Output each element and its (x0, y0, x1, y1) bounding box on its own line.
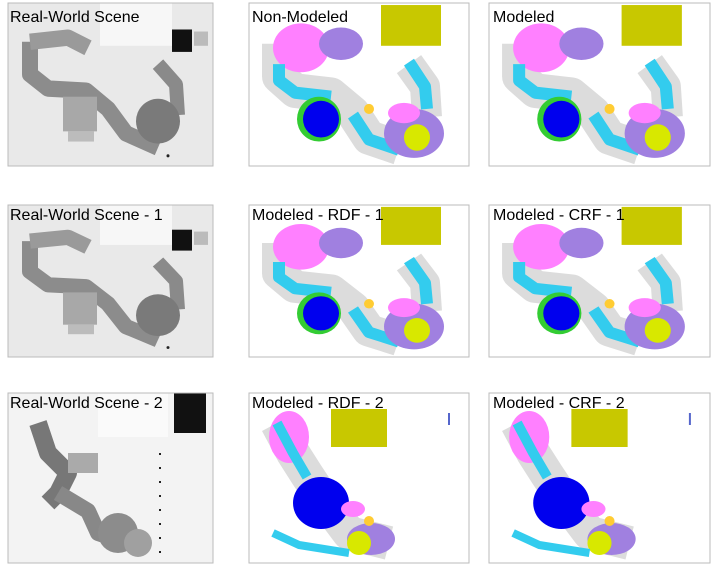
panel-label: Modeled - CRF - 2 (493, 395, 625, 412)
panel: Real-World Scene (7, 2, 214, 167)
panel-label: Modeled - RDF - 2 (252, 395, 384, 412)
panel-label: Real-World Scene - 2 (10, 395, 163, 412)
panel: Real-World Scene - 1 (7, 204, 214, 358)
panel: Real-World Scene - 2 (7, 392, 214, 564)
panel-label: Modeled - CRF - 1 (493, 207, 625, 224)
panel-label: Real-World Scene - 1 (10, 207, 163, 224)
panel: Modeled - CRF - 1 (488, 204, 711, 358)
panel: Non-Modeled (248, 2, 470, 167)
panel-label: Non-Modeled (252, 9, 348, 26)
panel: Modeled - RDF - 2 (248, 392, 470, 564)
panel: Modeled - RDF - 1 (248, 204, 470, 358)
panel-label: Modeled (493, 9, 554, 26)
panel: Modeled (488, 2, 711, 167)
panel: Modeled - CRF - 2 (488, 392, 711, 564)
panel-label: Real-World Scene (10, 9, 140, 26)
panel-label: Modeled - RDF - 1 (252, 207, 384, 224)
